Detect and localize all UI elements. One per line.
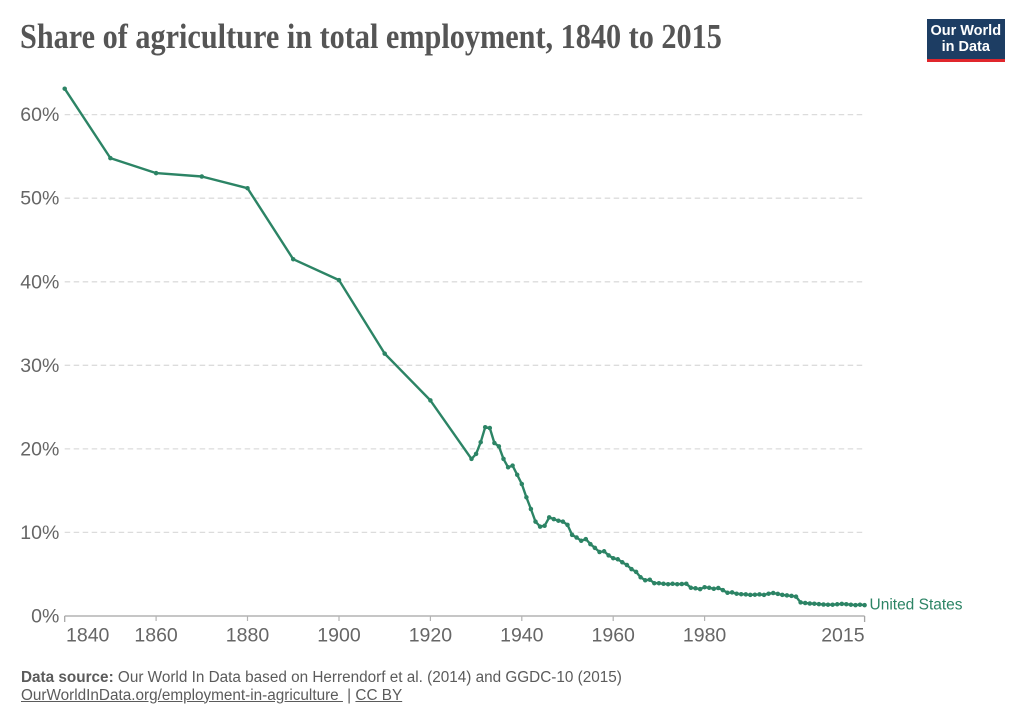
svg-text:1900: 1900 xyxy=(317,625,361,647)
svg-text:1960: 1960 xyxy=(592,625,636,647)
svg-text:10%: 10% xyxy=(20,522,59,544)
svg-text:20%: 20% xyxy=(20,438,59,460)
svg-text:50%: 50% xyxy=(20,188,59,210)
svg-text:1920: 1920 xyxy=(409,625,453,647)
svg-text:30%: 30% xyxy=(20,355,59,377)
svg-text:United States: United States xyxy=(870,597,963,614)
svg-text:1880: 1880 xyxy=(226,625,270,647)
svg-text:1860: 1860 xyxy=(134,625,178,647)
svg-text:2015: 2015 xyxy=(821,625,865,647)
svg-text:0%: 0% xyxy=(31,606,59,628)
svg-text:40%: 40% xyxy=(20,271,59,293)
svg-text:1980: 1980 xyxy=(683,625,727,647)
svg-text:60%: 60% xyxy=(20,104,59,126)
svg-text:1940: 1940 xyxy=(500,625,544,647)
svg-text:1840: 1840 xyxy=(66,625,110,647)
